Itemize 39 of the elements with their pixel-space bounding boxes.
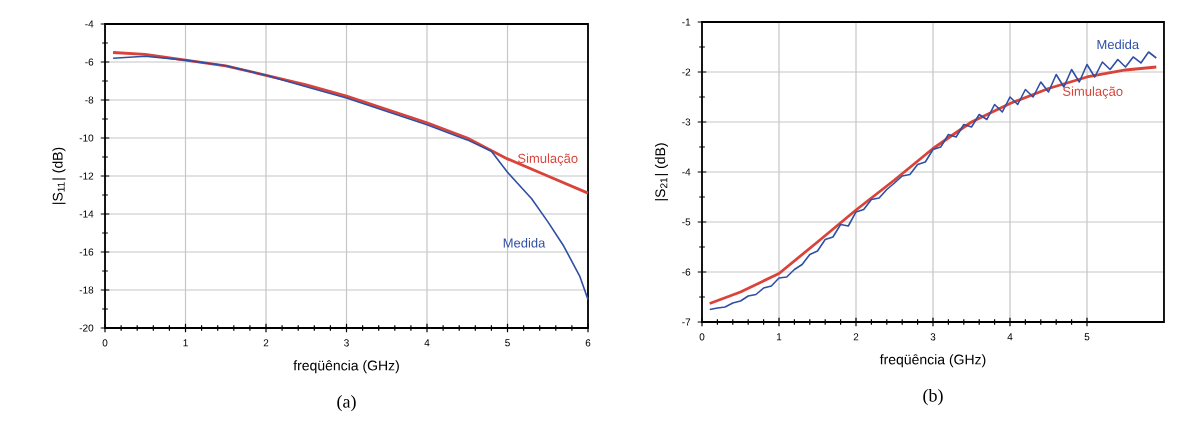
y-axis-title: |S$_{21}$| (dB): [654, 143, 669, 201]
x-tick-label: 5: [505, 339, 510, 347]
x-tick-label: 0: [102, 339, 108, 347]
y-tick-label: -4: [85, 20, 94, 28]
y-tick-label: -20: [79, 324, 94, 332]
series-label: Medida: [503, 238, 546, 248]
x-tick-label: 3: [930, 333, 936, 341]
x-tick-label: 3: [344, 339, 349, 347]
y-tick-label: -18: [79, 286, 94, 294]
y-axis-title: |S$_{11}$| (dB): [52, 147, 66, 204]
series-label: Simulação: [518, 153, 578, 166]
x-tick-label: 2: [263, 339, 269, 347]
y-tick-label: -5: [682, 218, 691, 226]
series-label: Medida: [1097, 39, 1140, 50]
series-label: Simulação: [1062, 86, 1123, 99]
x-tick-label: 4: [424, 339, 430, 347]
y-tick-label: -16: [79, 248, 94, 256]
x-axis-title: freqüência (GHz): [293, 360, 399, 374]
y-tick-label: -7: [682, 318, 691, 326]
x-tick-label: 4: [1007, 333, 1013, 341]
y-tick-label: -4: [682, 168, 691, 176]
text: (a): [337, 395, 356, 412]
y-tick-label: -12: [79, 172, 94, 180]
y-tick-label: -6: [682, 268, 691, 276]
y-tick-label: -10: [79, 134, 94, 142]
x-tick-label: 6: [585, 339, 591, 347]
x-axis-title: freqüência (GHz): [879, 354, 986, 368]
y-tick-label: -1: [682, 18, 691, 26]
x-tick-label: 0: [699, 333, 705, 341]
y-tick-label: -3: [682, 118, 691, 126]
x-tick-label: 1: [183, 339, 188, 347]
text: (b): [923, 389, 943, 406]
y-tick-label: -6: [85, 58, 94, 66]
x-tick-label: 1: [776, 333, 782, 341]
x-tick-label: 5: [1084, 333, 1090, 341]
y-tick-label: -8: [85, 96, 94, 104]
y-tick-label: -2: [682, 68, 691, 76]
y-tick-label: -14: [79, 210, 94, 218]
x-tick-label: 2: [853, 333, 859, 341]
